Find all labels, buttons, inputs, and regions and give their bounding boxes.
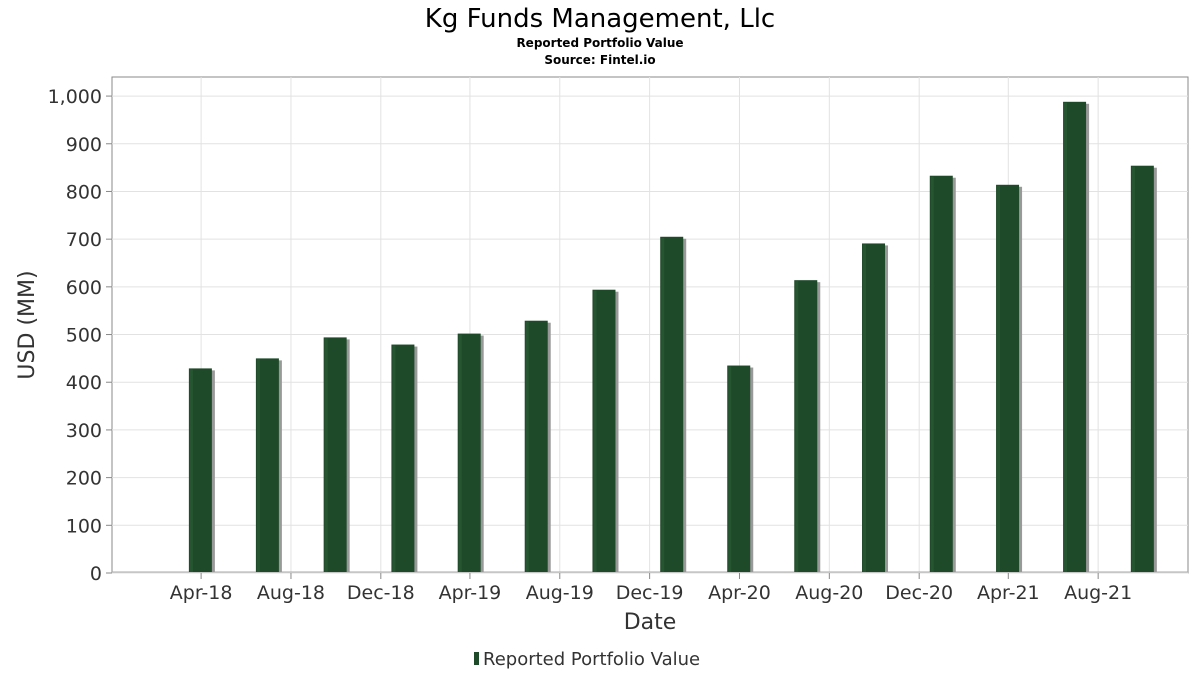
bar-fill — [255, 358, 279, 572]
x-tick-label: Dec-19 — [616, 582, 684, 604]
x-tick-label: Aug-18 — [257, 582, 325, 604]
x-tick-label: Dec-18 — [347, 582, 415, 604]
bar — [323, 337, 350, 572]
bar-fill — [727, 365, 751, 572]
x-tick-label: Apr-20 — [708, 582, 771, 604]
bar-fill — [1063, 101, 1087, 573]
y-tick-label: 100 — [66, 515, 102, 537]
y-tick-label: 700 — [66, 229, 102, 251]
y-tick-label: 300 — [66, 420, 102, 442]
bar — [794, 280, 821, 572]
bar-highlight — [458, 334, 462, 572]
x-tick-label: Apr-19 — [439, 582, 502, 604]
chart-title: Kg Funds Management, Llc — [425, 4, 775, 34]
bar — [188, 368, 215, 572]
bar-fill — [188, 368, 212, 572]
y-tick-label: 900 — [66, 134, 102, 156]
bar-highlight — [189, 369, 193, 572]
bar-highlight — [728, 366, 732, 572]
y-axis: 0 100 200 300 400 500 600 700 800 900 1,000 — [48, 86, 112, 585]
bar — [660, 236, 687, 572]
bar-highlight — [795, 281, 799, 572]
bar — [1063, 101, 1090, 573]
chart-source: Source: Fintel.io — [544, 53, 655, 67]
x-tick-label: Aug-19 — [526, 582, 594, 604]
y-tick-label: 800 — [66, 181, 102, 203]
bar-highlight — [593, 290, 597, 572]
bar-highlight — [661, 237, 665, 572]
bar — [727, 365, 754, 572]
bar — [592, 289, 619, 572]
bar-fill — [592, 289, 616, 572]
y-tick-label: 1,000 — [48, 86, 102, 108]
bar — [457, 333, 484, 572]
y-tick-label: 0 — [90, 563, 102, 585]
bar-fill — [929, 175, 953, 572]
bar — [862, 243, 889, 572]
x-tick-label: Dec-20 — [885, 582, 953, 604]
x-axis-label: Date — [624, 610, 677, 635]
bar — [929, 175, 956, 572]
bar-highlight — [930, 176, 934, 572]
bar-highlight — [1131, 166, 1135, 572]
bar — [1130, 165, 1157, 572]
x-tick-label: Aug-21 — [1064, 582, 1132, 604]
chart-subtitle: Reported Portfolio Value — [516, 36, 683, 50]
bar-fill — [1130, 165, 1154, 572]
bar-highlight — [392, 345, 396, 572]
y-tick-label: 600 — [66, 277, 102, 299]
bar-fill — [996, 184, 1020, 573]
y-axis-label: USD (MM) — [15, 270, 40, 379]
bar-highlight — [1064, 102, 1068, 573]
bar-fill — [794, 280, 818, 572]
x-tick-label: Apr-18 — [170, 582, 233, 604]
bar-fill — [660, 236, 684, 572]
x-axis: Apr-18 Aug-18 Dec-18 Apr-19 Aug-19 Dec-19 Apr-… — [112, 571, 1188, 604]
bar-highlight — [863, 244, 867, 572]
bar — [524, 320, 551, 572]
bar-highlight — [256, 359, 260, 572]
y-tick-label: 500 — [66, 325, 102, 347]
y-tick-label: 400 — [66, 372, 102, 394]
bar-fill — [457, 333, 481, 572]
bar-highlight — [525, 321, 529, 572]
bar-series — [188, 101, 1157, 573]
legend-swatch — [474, 652, 479, 665]
bar-highlight — [324, 338, 328, 572]
bar — [391, 344, 418, 572]
bar-highlight — [997, 185, 1001, 573]
bar-fill — [524, 320, 548, 572]
legend: Reported Portfolio Value — [474, 649, 700, 670]
bar-fill — [862, 243, 886, 572]
bar-fill — [323, 337, 347, 572]
y-tick-label: 200 — [66, 468, 102, 490]
bar — [996, 184, 1023, 573]
bar — [255, 358, 282, 572]
x-tick-label: Apr-21 — [977, 582, 1040, 604]
x-tick-label: Aug-20 — [795, 582, 863, 604]
bar-fill — [391, 344, 415, 572]
legend-label: Reported Portfolio Value — [483, 649, 700, 670]
